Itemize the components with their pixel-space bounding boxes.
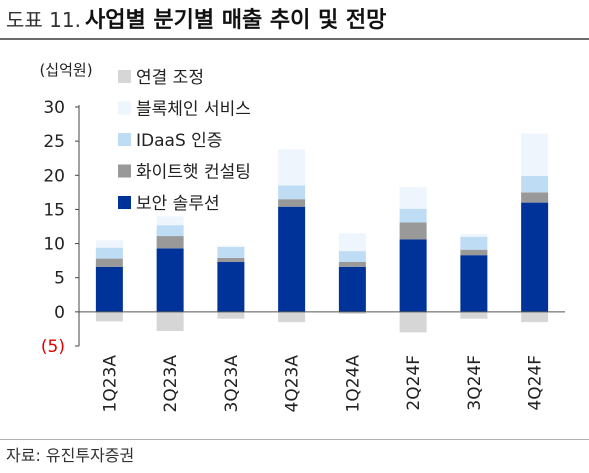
bar-segment-3Q23A-s4 xyxy=(217,311,245,319)
legend-label: 보안 솔루션 xyxy=(136,194,220,214)
bar-segment-4Q23A-s4 xyxy=(278,311,306,323)
title-divider xyxy=(0,38,589,40)
bar-segment-3Q24F-s1 xyxy=(460,249,488,256)
bar-segment-3Q23A-s0 xyxy=(217,262,245,312)
source-divider xyxy=(0,439,589,440)
bar-segment-2Q24F-s0 xyxy=(399,239,427,312)
x-tick-label: 3Q23A xyxy=(222,355,242,413)
legend-swatch xyxy=(118,101,131,115)
bar-segment-1Q23A-s4 xyxy=(95,311,123,322)
x-tick-label: 3Q24F xyxy=(465,355,485,411)
bar-segment-1Q23A-s3 xyxy=(95,240,123,248)
bar-segment-2Q23A-s2 xyxy=(156,225,184,237)
bar-segment-2Q24F-s1 xyxy=(399,222,427,240)
y-axis: 30 25 20 15 10 5 0 (5) xyxy=(41,98,80,357)
bar-segment-2Q23A-s0 xyxy=(156,248,184,312)
y-tick-label: 25 xyxy=(43,132,65,152)
bar-segment-2Q24F-s4 xyxy=(399,311,427,333)
bar-segment-3Q24F-s4 xyxy=(460,311,488,319)
bar-segment-2Q24F-s3 xyxy=(399,186,427,209)
x-tick-label: 1Q24A xyxy=(343,355,363,413)
bar-segment-2Q23A-s3 xyxy=(156,216,184,226)
legend-swatch xyxy=(118,164,131,178)
y-tick-label: 20 xyxy=(43,166,65,186)
bar-segment-3Q24F-s3 xyxy=(460,234,488,237)
figure-label: 도표 11. xyxy=(6,8,81,32)
bar-segment-2Q23A-s1 xyxy=(156,236,184,249)
bar-segment-4Q24F-s3 xyxy=(521,133,549,176)
bar-segment-4Q23A-s0 xyxy=(278,206,306,312)
y-tick-label: 30 xyxy=(43,98,65,118)
bar-segment-1Q23A-s0 xyxy=(95,266,123,312)
bar-segment-3Q23A-s1 xyxy=(217,257,245,263)
figure-title: 사업별 분기별 매출 추이 및 전망 xyxy=(84,8,387,33)
x-axis: 1Q23A 2Q23A 3Q23A 4Q23A 1Q24A 2Q24F 3Q24F 4Q24F xyxy=(100,355,545,413)
stacked-bar-chart: (십억원) 30 25 20 15 10 5 0 (5) 1Q23A 2Q23A 3Q23A 4Q2… xyxy=(39,61,565,413)
bar-segment-1Q23A-s2 xyxy=(95,247,123,259)
bar-segment-4Q24F-s2 xyxy=(521,175,549,193)
bar-segment-2Q24F-s2 xyxy=(399,208,427,223)
x-tick-label: 1Q23A xyxy=(100,355,120,413)
x-tick-label: 2Q24F xyxy=(404,355,424,411)
bar-segment-1Q23A-s1 xyxy=(95,258,123,267)
bar-segment-4Q24F-s1 xyxy=(521,192,549,203)
bar-segment-1Q24A-s0 xyxy=(338,266,366,312)
bar-segment-4Q24F-s4 xyxy=(521,311,549,323)
bar-segment-3Q23A-s2 xyxy=(217,246,245,258)
y-tick-label: 5 xyxy=(54,269,65,289)
bar-segment-3Q23A-s3 xyxy=(217,245,245,247)
unit-label: (십억원) xyxy=(39,61,92,79)
legend-swatch xyxy=(118,196,131,209)
bar-segment-1Q24A-s4 xyxy=(338,311,366,314)
legend-swatch xyxy=(118,70,131,83)
bar-segment-1Q24A-s1 xyxy=(338,262,366,267)
bar-segment-3Q24F-s2 xyxy=(460,236,488,250)
x-tick-label: 4Q23A xyxy=(283,355,303,413)
y-tick-label: 15 xyxy=(43,200,65,220)
legend-swatch xyxy=(118,133,131,146)
bar-segment-3Q24F-s0 xyxy=(460,255,488,312)
legend-label: IDaaS 인증 xyxy=(136,131,222,151)
legend-label: 블록체인 서비스 xyxy=(136,100,251,120)
legend-label: 연결 조정 xyxy=(136,68,204,88)
bar-segment-4Q23A-s3 xyxy=(278,149,306,186)
y-tick-label: 0 xyxy=(54,303,65,323)
x-tick-label: 2Q23A xyxy=(161,355,181,413)
bars xyxy=(79,133,565,333)
y-tick-label: 10 xyxy=(43,235,65,255)
bar-segment-2Q23A-s4 xyxy=(156,311,184,331)
bar-segment-4Q23A-s1 xyxy=(278,199,306,207)
bar-segment-1Q24A-s2 xyxy=(338,251,366,263)
bar-segment-1Q24A-s3 xyxy=(338,233,366,252)
figure-header: 도표 11. 사업별 분기별 매출 추이 및 전망 xyxy=(6,2,386,36)
y-tick-label: (5) xyxy=(41,337,65,357)
legend-label: 화이트햇 컨설팅 xyxy=(136,163,251,183)
bar-segment-4Q24F-s0 xyxy=(521,202,549,312)
x-tick-label: 4Q24F xyxy=(526,355,546,411)
bar-segment-4Q23A-s2 xyxy=(278,185,306,200)
source-note: 자료: 유진투자증권 xyxy=(6,446,135,465)
